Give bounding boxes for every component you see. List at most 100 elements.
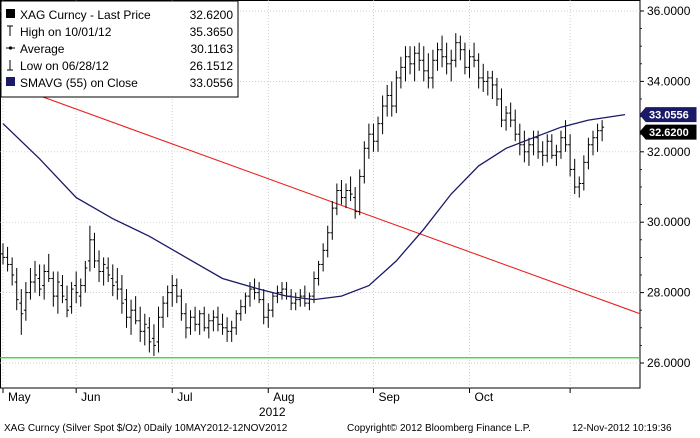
ohlc-bar [398,56,403,89]
ohlc-bar [494,77,499,107]
ohlc-bar [238,299,243,321]
ohlc-bar [554,144,559,166]
ohlc-bar [499,88,504,128]
x-month-label: May [8,390,31,404]
ohlc-bar [366,123,371,159]
ohlc-bar [5,246,10,272]
legend-value: 35.3650 [190,25,234,39]
ohlc-bar [97,250,102,283]
legend-value: 33.0556 [190,76,234,90]
footer: XAG Curncy (Silver Spot $/Oz) 0Daily 10M… [0,420,700,438]
x-month-label: Oct [475,390,494,404]
last-price-tag-bg [639,124,697,140]
ohlc-bar [408,46,413,75]
ohlc-bar [513,109,518,142]
y-tick-label: 32.0000 [647,145,691,159]
y-tick-label: 34.0000 [647,74,691,88]
ohlc-bar [252,278,257,300]
ohlc-bar [74,271,79,304]
ohlc-bar [197,310,202,335]
legend-label: XAG Curncy - Last Price [20,8,151,22]
ohlc-bar [60,275,65,304]
ohlc-bar [517,123,522,156]
x-month-label: Jun [81,390,100,404]
ohlc-bar [151,324,156,356]
ohlc-bar [270,292,275,318]
ohlc-bar [129,299,134,335]
ohlc-bar [266,303,271,328]
y-tick-label: 28.0000 [647,286,691,300]
ohlc-bar [46,253,51,283]
ohlc-bar [174,278,179,304]
ohlc-bar [339,179,344,205]
ohlc-bar [600,120,605,142]
ohlc-bar [257,282,262,304]
ohlc-bar [307,292,312,311]
ohlc-bar [353,187,358,219]
ohlc-bar [78,278,83,307]
ohlc-bar [225,317,230,342]
ohlc-bar [357,169,362,216]
ohlc-bar [133,296,138,325]
legend-marker-square [6,9,15,18]
ohlc-bar [215,306,220,332]
legend-value: 30.1163 [191,42,234,56]
ohlc-bar [161,296,166,328]
ohlc-bar [110,264,115,297]
ohlc-bar [37,264,42,297]
ohlc-bar [115,267,120,300]
ohlc-bar [595,123,600,152]
ohlc-bar [202,306,207,332]
y-tick-label: 30.0000 [647,215,691,229]
y-tick-label: 36.0000 [647,4,691,18]
ohlc-bar [540,141,545,166]
ohlc-bar [572,158,577,195]
ohlc-bar [481,63,486,92]
last-price-tag: 32.6200 [649,127,689,139]
ohlc-bar [458,35,463,61]
ohlc-bar [229,320,234,342]
x-year-label: 2012 [259,405,286,419]
footer-timestamp: 12-Nov-2012 10:19:36 [572,423,672,434]
ohlc-bar [279,282,284,300]
ohlc-bar [156,306,161,353]
legend-box [0,0,239,98]
footer-source: XAG Curncy (Silver Spot $/Oz) 0Daily 10M… [4,423,288,434]
ohlc-bar [376,116,381,152]
legend-marker-average-dot [8,46,13,50]
ohlc-bar [467,49,472,78]
ohlc-bar [101,257,106,286]
ohlc-bar [92,232,97,268]
ohlc-bar [119,275,124,314]
legend-value: 32.6200 [190,8,234,22]
legend-label: Low on 06/28/12 [20,59,109,73]
ohlc-bar [472,42,477,68]
ohlc-bar [577,176,582,198]
ohlc-bar [193,306,198,332]
ohlc-bar [14,267,19,311]
ohlc-bar [321,243,326,272]
ohlc-bar [55,271,60,314]
ohlc-bar [558,130,563,159]
ohlc-bar [302,285,307,307]
x-month-label: Aug [273,390,294,404]
ohlc-bar [385,84,390,117]
ohlc-bar [440,35,445,68]
ohlc-bar [449,49,454,82]
ohlc-bar [65,285,70,318]
ohlc-bar [403,46,408,82]
legend-label: Average [20,42,65,56]
ohlc-bar [325,225,330,258]
ohlc-bar [430,49,435,89]
ohlc-bar [508,102,513,128]
ohlc-bar [83,260,88,293]
ohlc-bar [334,183,339,216]
ohlc-bar [183,303,188,339]
ohlc-bar [586,137,591,170]
trendline [0,80,641,315]
ohlc-bar [10,257,15,286]
ohlc-bar [243,292,248,314]
ohlc-bar [435,42,440,71]
ohlc-bar [485,70,490,96]
